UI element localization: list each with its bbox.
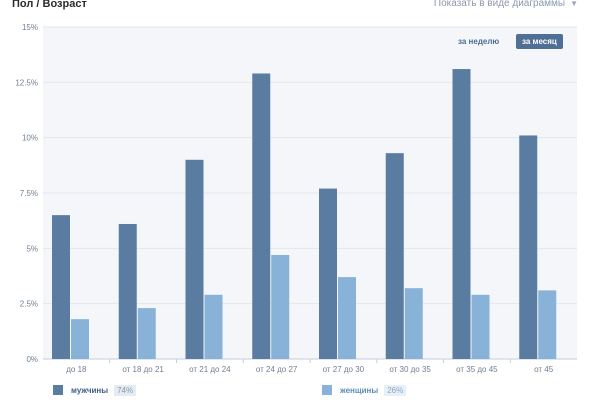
legend-label-men: мужчины bbox=[71, 385, 109, 395]
x-tick-label: от 24 до 27 bbox=[256, 365, 298, 374]
bar-men bbox=[185, 159, 204, 359]
legend-item-women[interactable]: женщины 26% bbox=[322, 384, 407, 396]
bar-women bbox=[71, 319, 89, 359]
x-tick-label: от 35 до 45 bbox=[456, 365, 498, 374]
bar-men bbox=[385, 153, 404, 359]
y-tick-label: 7.5% bbox=[20, 189, 38, 198]
bar-women bbox=[204, 294, 223, 359]
tab-month[interactable]: за месяц bbox=[516, 34, 563, 49]
bar-men bbox=[52, 215, 70, 359]
legend-percent-men: 74% bbox=[114, 384, 137, 396]
y-tick-label: 12.5% bbox=[15, 78, 38, 87]
bar-men bbox=[452, 69, 471, 359]
tab-week[interactable]: за неделю bbox=[458, 37, 500, 46]
bar-men bbox=[519, 135, 538, 359]
bar-women bbox=[338, 277, 356, 359]
bar-men bbox=[252, 73, 271, 359]
bar-women bbox=[137, 308, 156, 359]
bar-chart: 0% 2.5% 5% 7.5% 10% 12.5% 15% до 18 от 18 до 21 о… bbox=[15, 23, 577, 374]
show-as-diagram-label: Показать в виде диаграммы bbox=[433, 0, 566, 9]
x-tick-label: от 18 до 21 bbox=[122, 365, 164, 374]
show-as-diagram-link[interactable]: Показать в виде диаграммы ▼ bbox=[434, 0, 578, 9]
legend-percent-women: 26% bbox=[384, 384, 407, 396]
y-tick-label: 0% bbox=[26, 355, 38, 364]
legend-item-men[interactable]: мужчины 74% bbox=[53, 384, 137, 396]
x-tick-label: от 45 bbox=[534, 365, 554, 374]
y-tick-label: 10% bbox=[22, 134, 38, 143]
x-tick-label: от 21 до 24 bbox=[189, 365, 231, 374]
y-tick-label: 15% bbox=[22, 23, 38, 32]
legend-label-women: женщины bbox=[340, 385, 379, 395]
y-tick-label: 5% bbox=[26, 244, 38, 253]
x-tick-label: до 18 bbox=[66, 365, 87, 374]
bar-men bbox=[118, 223, 137, 359]
legend-swatch-women bbox=[322, 385, 332, 395]
bar-men bbox=[319, 188, 337, 359]
page-title: Пол / Возраст bbox=[12, 0, 87, 10]
chevron-down-icon: ▼ bbox=[570, 0, 578, 8]
bar-women bbox=[538, 290, 557, 359]
x-tick-label: от 30 до 35 bbox=[389, 365, 431, 374]
bar-women bbox=[471, 294, 490, 359]
bar-women bbox=[404, 288, 423, 359]
legend-swatch-men bbox=[53, 385, 63, 395]
bar-women bbox=[271, 254, 290, 359]
x-tick-label: от 27 до 30 bbox=[323, 365, 365, 374]
y-tick-label: 2.5% bbox=[20, 300, 38, 309]
